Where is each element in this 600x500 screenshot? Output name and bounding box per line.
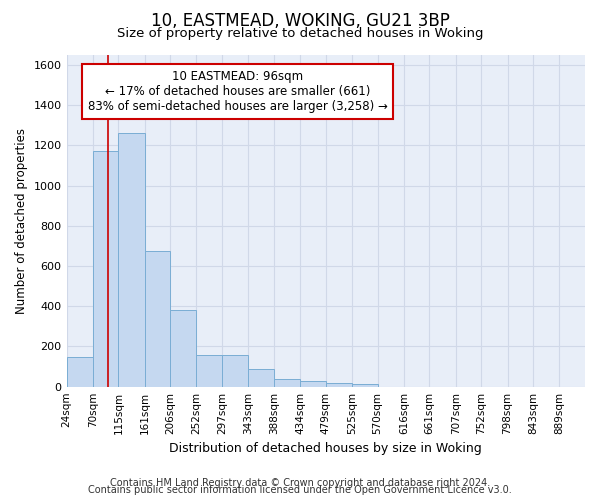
Bar: [274, 379, 300, 386]
Y-axis label: Number of detached properties: Number of detached properties: [15, 128, 28, 314]
Bar: [118, 133, 145, 386]
Bar: [326, 382, 352, 386]
Bar: [248, 368, 274, 386]
Text: Size of property relative to detached houses in Woking: Size of property relative to detached ho…: [117, 28, 483, 40]
Bar: [300, 380, 326, 386]
Bar: [170, 310, 196, 386]
Text: Contains public sector information licensed under the Open Government Licence v3: Contains public sector information licen…: [88, 485, 512, 495]
Bar: [93, 152, 118, 386]
Bar: [196, 354, 222, 386]
Text: 10 EASTMEAD: 96sqm
← 17% of detached houses are smaller (661)
83% of semi-detach: 10 EASTMEAD: 96sqm ← 17% of detached hou…: [88, 70, 388, 113]
Bar: [352, 384, 377, 386]
Bar: [67, 357, 93, 386]
Text: Contains HM Land Registry data © Crown copyright and database right 2024.: Contains HM Land Registry data © Crown c…: [110, 478, 490, 488]
Text: 10, EASTMEAD, WOKING, GU21 3BP: 10, EASTMEAD, WOKING, GU21 3BP: [151, 12, 449, 30]
X-axis label: Distribution of detached houses by size in Woking: Distribution of detached houses by size …: [169, 442, 482, 455]
Bar: [222, 354, 248, 386]
Bar: [145, 251, 170, 386]
